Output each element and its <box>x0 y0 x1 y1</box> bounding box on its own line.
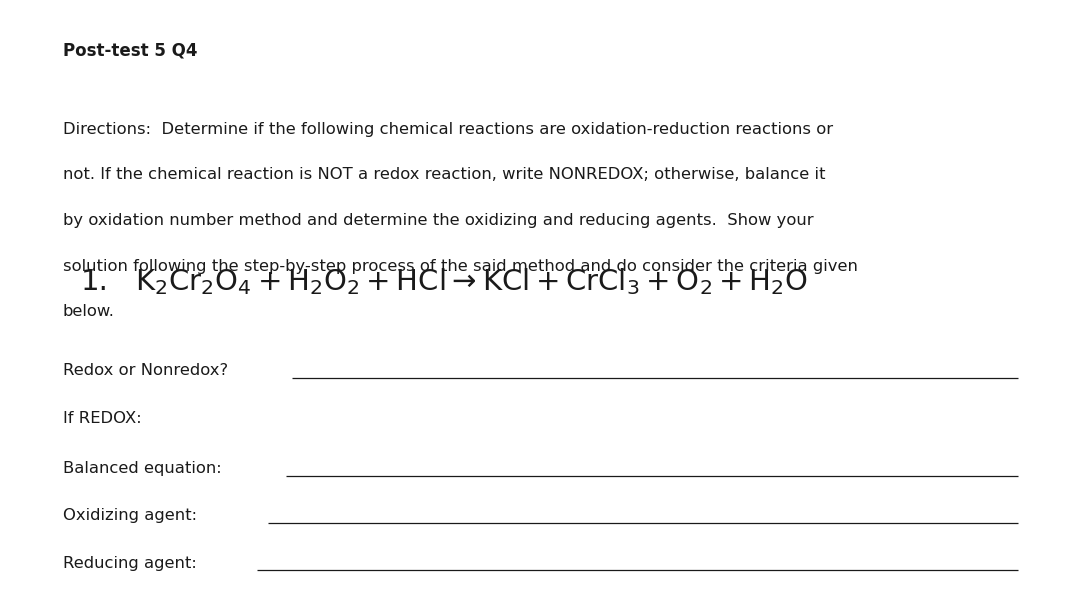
Text: below.: below. <box>63 304 114 319</box>
Text: solution following the step-by-step process of the said method and do consider t: solution following the step-by-step proc… <box>63 259 858 273</box>
Text: 1.: 1. <box>81 267 109 296</box>
Text: Directions:  Determine if the following chemical reactions are oxidation-reducti: Directions: Determine if the following c… <box>63 122 833 136</box>
Text: Post-test 5 Q4: Post-test 5 Q4 <box>63 42 198 59</box>
Text: not. If the chemical reaction is NOT a redox reaction, write NONREDOX; otherwise: not. If the chemical reaction is NOT a r… <box>63 167 825 182</box>
Text: Oxidizing agent:: Oxidizing agent: <box>63 508 197 524</box>
Text: If REDOX:: If REDOX: <box>63 410 141 426</box>
Text: Reducing agent:: Reducing agent: <box>63 556 197 571</box>
Text: $\mathregular{K_2Cr_2O_4 + H_2O_2 + HCl \rightarrow KCl + CrCl_3 + O_2 + H_2O}$: $\mathregular{K_2Cr_2O_4 + H_2O_2 + HCl … <box>135 266 808 297</box>
Text: Redox or Nonredox?: Redox or Nonredox? <box>63 363 228 378</box>
Text: by oxidation number method and determine the oxidizing and reducing agents.  Sho: by oxidation number method and determine… <box>63 213 813 228</box>
Text: Balanced equation:: Balanced equation: <box>63 461 221 476</box>
